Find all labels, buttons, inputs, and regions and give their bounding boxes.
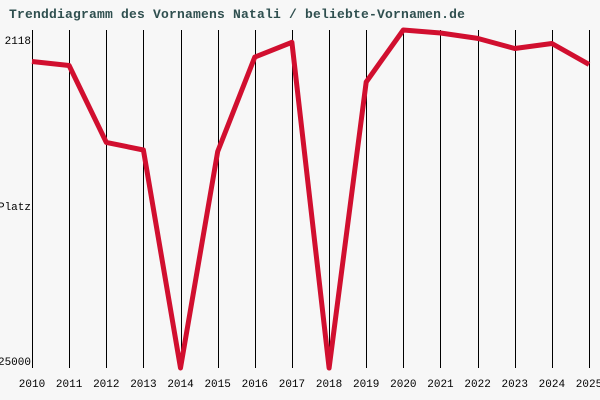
y-axis-bottom-tick-label: 25000 bbox=[0, 357, 31, 369]
x-tick-label: 2018 bbox=[315, 379, 343, 391]
x-tick-label: 2022 bbox=[464, 379, 491, 391]
x-tick-label: 2016 bbox=[241, 379, 268, 391]
gridlines bbox=[32, 30, 590, 368]
x-tick-label: 2020 bbox=[390, 379, 417, 391]
x-tick-label: 2017 bbox=[278, 379, 306, 391]
x-tick-label: 2010 bbox=[18, 379, 46, 391]
x-tick-label: 2024 bbox=[538, 379, 566, 391]
x-tick-label: 2015 bbox=[204, 379, 231, 391]
x-tick-label: 2012 bbox=[93, 379, 120, 391]
x-tick-label: 2023 bbox=[501, 379, 528, 391]
x-tick-label: 2025 bbox=[575, 379, 600, 391]
x-tick-label: 2013 bbox=[130, 379, 157, 391]
y-axis-top-tick-label: 2118 bbox=[4, 36, 31, 48]
y-axis-title: Platz bbox=[0, 202, 31, 214]
x-tick-label: 2014 bbox=[167, 379, 194, 391]
chart-title: Trenddiagramm des Vornamens Natali / bel… bbox=[9, 7, 466, 22]
x-tick-label: 2011 bbox=[55, 379, 83, 391]
x-tick-label: 2019 bbox=[352, 379, 380, 391]
x-tick-label: 2021 bbox=[427, 379, 454, 391]
trend-line bbox=[31, 27, 591, 371]
